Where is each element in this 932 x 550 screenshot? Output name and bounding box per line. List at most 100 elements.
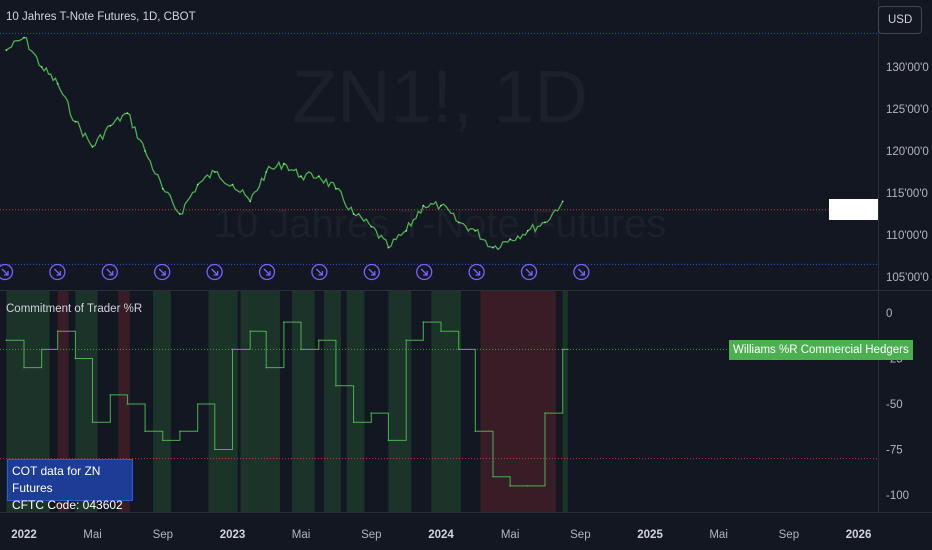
price-point	[370, 225, 373, 228]
indicator-point	[249, 330, 251, 333]
indicator-point	[91, 421, 94, 424]
dividend-arrow-icon[interactable]	[49, 263, 66, 281]
indicator-point	[126, 403, 129, 405]
price-point	[492, 246, 494, 249]
price-point	[422, 204, 425, 207]
price-point	[317, 175, 320, 178]
price-point	[5, 49, 8, 52]
dividend-arrow-icon[interactable]	[101, 263, 118, 281]
indicator-zone-bull	[240, 291, 280, 512]
indicator-title[interactable]: Commitment of Trader %R	[6, 303, 143, 315]
indicator-axis-tick: -75	[886, 445, 903, 457]
dividend-arrow-icon[interactable]	[0, 263, 14, 281]
dividend-arrow-icon[interactable]	[416, 263, 433, 281]
price-point	[335, 187, 337, 190]
indicator-point	[144, 430, 146, 433]
indicator-point	[109, 394, 112, 396]
indicator-point	[74, 357, 77, 360]
indicator-point	[23, 366, 25, 369]
time-axis-label: Sep	[361, 529, 381, 541]
indicator-point	[474, 430, 477, 433]
dividend-arrow-icon[interactable]	[154, 263, 171, 281]
price-point	[109, 124, 112, 127]
price-points	[5, 36, 564, 249]
indicator-zone-bull	[75, 291, 98, 512]
indicator-point	[405, 339, 408, 342]
indicator-zone-bull	[208, 291, 238, 512]
price-point	[179, 213, 181, 215]
last-price-badge	[829, 199, 878, 220]
dividend-arrow-icon[interactable]	[468, 263, 485, 281]
indicator-point	[492, 476, 494, 478]
indicator-zone-bull	[346, 291, 365, 512]
dividend-arrow-icon[interactable]	[520, 263, 538, 281]
price-axis-tick: 125'00'0	[886, 104, 929, 116]
indicator-point	[509, 485, 511, 487]
indicator-axis-tick: 0	[886, 308, 892, 320]
price-axis-tick: 120'00'0	[886, 146, 929, 158]
dividend-arrow-icon[interactable]	[311, 263, 328, 281]
indicator-zone-bull	[431, 291, 461, 512]
indicator-point	[265, 366, 268, 369]
price-point	[23, 36, 25, 39]
indicator-point	[335, 385, 337, 387]
watermark-ticker: ZN1!, 1D	[292, 55, 588, 138]
cot-info-box: COT data for ZN Futures CFTC Code: 04360…	[7, 459, 133, 512]
dividend-arrow-icon[interactable]	[258, 263, 276, 281]
time-axis-label: 2025	[637, 529, 663, 541]
price-point	[544, 221, 546, 224]
price-axis: 130'00'0 125'00'0 120'00'0 115'00'0 110'00'0…	[886, 62, 929, 284]
indicator-point	[318, 339, 320, 342]
indicator-point	[544, 412, 546, 414]
dividend-arrow-icon[interactable]	[363, 263, 380, 281]
indicator-points	[5, 321, 564, 487]
symbol-title[interactable]: 10 Jahres T-Note Futures, 1D, CBOT	[6, 11, 196, 23]
watermark-name: 10 Jahres T-Note Futures	[214, 202, 667, 246]
price-point	[561, 200, 564, 203]
time-axis-label: Sep	[779, 529, 799, 541]
price-point	[126, 112, 129, 115]
indicator-axis-tick: -100	[886, 490, 909, 502]
indicator-point	[283, 321, 285, 323]
indicator-zone-bull	[291, 291, 315, 512]
dividend-arrow-icon[interactable]	[206, 263, 223, 281]
currency-button[interactable]: USD	[878, 6, 922, 34]
time-axis: 2022 Mai Sep 2023 Mai Sep 2024 Mai Sep 2025 Mai Sep…	[11, 529, 871, 541]
price-point	[265, 171, 268, 173]
indicator-zone-bull	[153, 291, 171, 512]
indicator-zone-bull	[562, 291, 568, 512]
price-axis-tick: 115'00'0	[886, 188, 928, 200]
indicator-point	[422, 321, 425, 323]
time-axis-label: Sep	[153, 529, 173, 541]
williams-r-series-label: Williams %R Commercial Hedgers	[729, 340, 913, 360]
indicator-point	[40, 348, 43, 351]
indicator-zone-bear	[118, 291, 130, 512]
indicator-point	[179, 430, 181, 433]
cot-info-line2: CFTC Code: 043602	[12, 498, 123, 512]
price-point	[231, 183, 234, 186]
price-point	[387, 246, 390, 249]
price-point	[249, 200, 252, 203]
indicator-point	[457, 348, 460, 351]
indicator-zone-bull	[388, 291, 412, 512]
price-axis-tick: 130'00'0	[886, 62, 929, 74]
indicator-point	[440, 330, 442, 333]
price-axis-tick: 105'00'0	[886, 272, 929, 284]
time-axis-label: Sep	[570, 529, 590, 541]
dividend-arrow-icon[interactable]	[573, 263, 590, 281]
cot-info-line1: COT data for ZN Futures	[12, 464, 101, 495]
price-point	[526, 229, 529, 232]
time-axis-label: 2023	[220, 529, 246, 541]
time-axis-label: Mai	[83, 529, 102, 541]
indicator-point	[387, 439, 390, 442]
price-point	[474, 229, 477, 232]
price-point	[74, 120, 77, 123]
time-axis-label: 2022	[11, 529, 37, 541]
price-point	[40, 66, 43, 68]
event-icons	[0, 263, 590, 281]
price-point	[300, 175, 302, 178]
price-point	[283, 162, 285, 165]
price-point	[91, 145, 94, 148]
indicator-axis: 0-25-50-75-100	[886, 308, 909, 502]
